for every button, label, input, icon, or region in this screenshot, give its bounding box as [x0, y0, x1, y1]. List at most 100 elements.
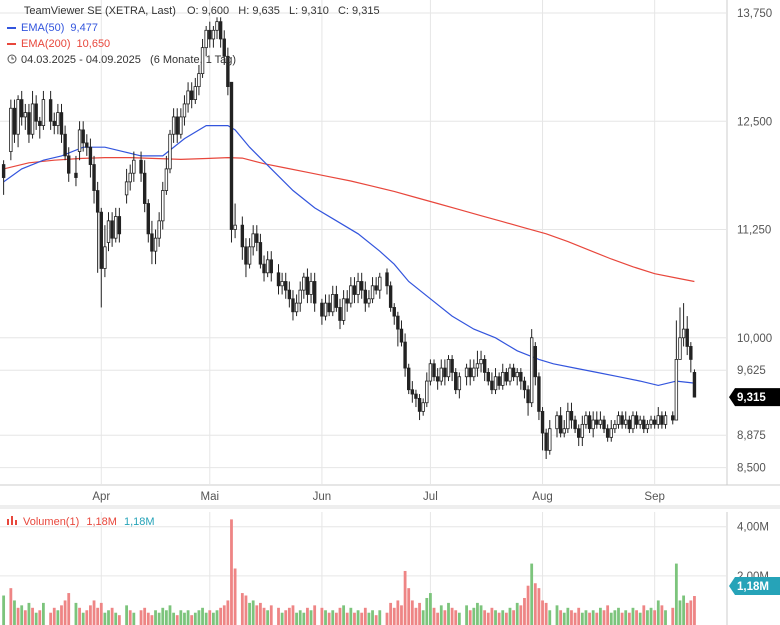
volume-bar: [255, 605, 259, 625]
candle-body: [153, 237, 158, 252]
candle: [529, 329, 534, 408]
volume-bar: [363, 607, 367, 625]
volume-bar: [172, 612, 176, 625]
candle: [385, 268, 389, 295]
candle: [74, 155, 78, 187]
volume-bar: [638, 612, 642, 625]
candle: [63, 125, 67, 161]
candle: [609, 420, 613, 442]
candle-body: [341, 298, 346, 321]
candle: [312, 272, 317, 312]
candle-body: [175, 116, 179, 135]
candle: [577, 424, 581, 447]
candle: [370, 277, 375, 304]
candle: [41, 90, 46, 130]
volume-bar: [92, 600, 96, 625]
volume-bar: [183, 612, 186, 625]
candle: [457, 372, 462, 399]
candle-body: [99, 211, 103, 269]
candle: [399, 320, 404, 347]
candle-body: [20, 99, 24, 118]
volume-bar: [233, 568, 237, 625]
volume-bar: [682, 595, 685, 625]
candle-body: [660, 415, 664, 425]
ema200-swatch: [7, 43, 16, 46]
candle-body: [95, 190, 100, 213]
candle: [302, 272, 306, 299]
candle-body: [410, 389, 415, 395]
candle-body: [508, 367, 512, 382]
candle-body: [631, 415, 635, 430]
candle: [341, 290, 346, 325]
volume-bar: [251, 600, 255, 625]
volume-bar: [454, 610, 458, 625]
candle: [262, 255, 266, 282]
volume-bar: [287, 607, 291, 625]
candle: [573, 415, 577, 434]
candle: [511, 363, 516, 382]
candle-body: [598, 419, 603, 425]
candle: [334, 285, 339, 312]
candle: [233, 203, 237, 239]
volume-bar: [31, 607, 34, 625]
x-axis: Apr Mai Jun Jul Aug Sep: [92, 491, 665, 503]
legend-volume[interactable]: Volumen(1) 1,18M 1,18M: [7, 516, 155, 528]
volume-bar: [544, 602, 548, 625]
x-tick-label: Apr: [92, 491, 110, 503]
candle: [660, 411, 664, 429]
candle-body: [566, 410, 570, 430]
candle-body: [439, 367, 443, 382]
volume-bar: [497, 612, 501, 625]
candle-body: [200, 47, 205, 75]
candle-body: [526, 389, 530, 404]
y-tick-label: 8,500: [737, 463, 766, 475]
volume-bar: [269, 605, 273, 625]
candle: [454, 368, 458, 395]
volume-bar: [110, 607, 114, 625]
volume-bar: [154, 610, 157, 625]
candle-body: [150, 233, 154, 252]
candle: [439, 359, 443, 386]
candle-body: [605, 428, 610, 438]
candle: [106, 212, 111, 252]
candle: [425, 372, 429, 408]
y-tick-label: 13,750: [737, 8, 772, 20]
candle-body: [544, 432, 548, 451]
volume-bar: [34, 612, 38, 625]
candle: [204, 25, 208, 57]
candle: [446, 355, 451, 382]
volume-bar: [360, 612, 364, 625]
volume-bar: [606, 605, 610, 625]
candle: [624, 411, 628, 429]
candle: [435, 368, 440, 390]
candle-body: [74, 172, 78, 178]
candle-body: [85, 142, 89, 148]
volume-bar: [356, 610, 360, 625]
candle-body: [421, 402, 425, 412]
legend-ema200[interactable]: EMA(200) 10,650: [7, 38, 110, 50]
candle-body: [464, 367, 469, 378]
volume-bar: [627, 612, 631, 625]
candle-body: [450, 359, 454, 373]
candle: [638, 415, 642, 429]
candle: [595, 411, 599, 429]
candle-body: [331, 294, 335, 313]
date-range: 04.03.2025 - 04.09.2025 (6 Monate, 1 Tag…: [21, 54, 237, 66]
volume-bar: [226, 600, 230, 625]
legend-ema50[interactable]: EMA(50) 9,477: [7, 22, 98, 34]
candle: [298, 281, 302, 312]
candle: [182, 95, 187, 126]
candle: [52, 112, 56, 135]
candle: [645, 420, 650, 434]
candle: [681, 303, 686, 347]
candle-body: [359, 281, 364, 291]
candle-body: [204, 29, 208, 49]
candle-body: [345, 298, 349, 304]
volume-bar: [562, 612, 566, 625]
candle-body: [497, 376, 501, 386]
y-tick-label: 11,250: [737, 225, 771, 237]
candle-body: [407, 367, 411, 391]
candle-body: [454, 372, 458, 391]
volume-bar: [327, 612, 331, 625]
